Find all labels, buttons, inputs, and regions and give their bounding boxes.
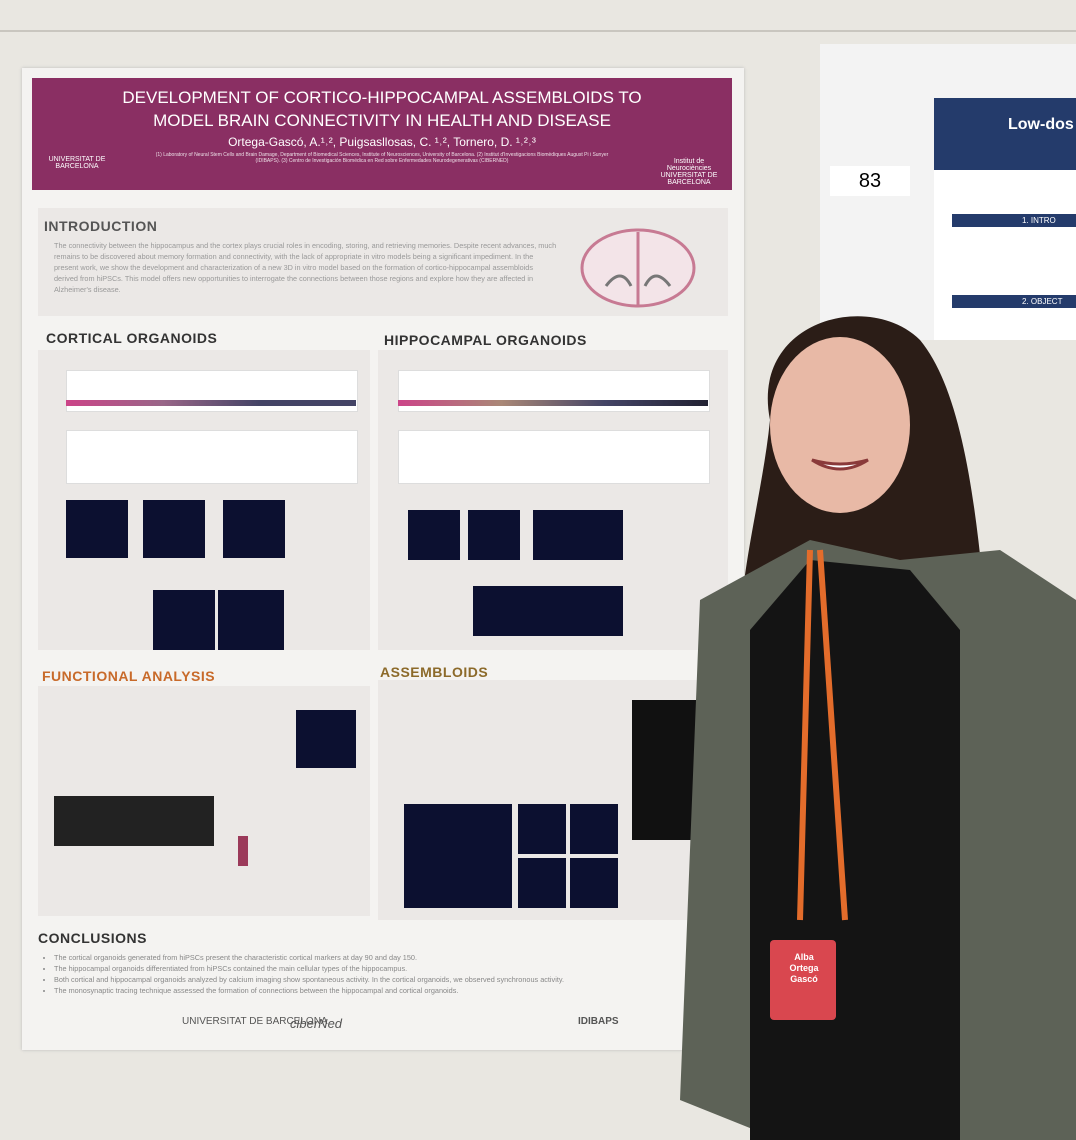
rail bbox=[0, 30, 1076, 32]
micrograph bbox=[223, 500, 285, 558]
micrograph bbox=[570, 858, 618, 908]
brain-icon bbox=[580, 228, 696, 308]
badge-text: Alba Ortega Gascó bbox=[774, 952, 834, 985]
bar-icon bbox=[238, 836, 248, 866]
conclusions-list: The cortical organoids generated from hi… bbox=[38, 952, 728, 996]
neighbor-heading: 1. INTRO bbox=[952, 214, 1076, 227]
footer-logo: ciberNed bbox=[290, 1016, 343, 1031]
neighbor-title: Low-dos bbox=[934, 98, 1076, 170]
micrograph bbox=[533, 510, 623, 560]
footer-logo: UNIVERSITAT DE BARCELONA bbox=[182, 1016, 328, 1027]
section-heading: HIPPOCAMPAL ORGANOIDS bbox=[384, 332, 587, 348]
section-heading: CORTICAL ORGANOIDS bbox=[46, 330, 218, 346]
micrograph bbox=[518, 858, 566, 908]
micrograph bbox=[408, 510, 460, 560]
timeline-bar bbox=[66, 400, 356, 406]
badge-line: Alba bbox=[794, 952, 814, 962]
poster-number: 83 bbox=[830, 166, 910, 196]
neighbor-heading: 2. OBJECT bbox=[952, 295, 1076, 308]
micrograph bbox=[473, 586, 623, 636]
footer-logo: IDIBAPS bbox=[578, 1016, 619, 1027]
introduction: INTRODUCTION The connectivity between th… bbox=[38, 208, 728, 316]
neighbor-poster: Low-dos 1. INTRO 2. OBJECT bbox=[934, 98, 1076, 340]
section-heading: ASSEMBLOIDS bbox=[380, 664, 489, 680]
micrograph bbox=[632, 700, 702, 840]
micrograph bbox=[404, 804, 512, 908]
micrograph bbox=[143, 500, 205, 558]
hippocampal-panel bbox=[378, 350, 728, 650]
neighbor-board: 83 Low-dos 1. INTRO 2. OBJECT bbox=[820, 44, 1076, 340]
micrograph bbox=[66, 500, 128, 558]
day-row bbox=[66, 430, 358, 484]
micrograph bbox=[153, 590, 215, 650]
badge-line: Gascó bbox=[790, 974, 818, 984]
section-heading: FUNCTIONAL ANALYSIS bbox=[42, 668, 216, 684]
badge-line: Ortega bbox=[789, 963, 819, 973]
assembloid-panel bbox=[378, 680, 728, 920]
logo-ub: UNIVERSITAT DE BARCELONA bbox=[48, 156, 106, 170]
timeline-bar bbox=[398, 400, 708, 406]
affiliations: (1) Laboratory of Neural Stem Cells and … bbox=[155, 152, 609, 164]
cortical-panel bbox=[38, 350, 370, 650]
logo-neuro: Institut de Neurociències UNIVERSITAT DE… bbox=[660, 158, 718, 186]
conclusion: The cortical organoids generated from hi… bbox=[54, 952, 728, 963]
functional-panel bbox=[38, 686, 370, 916]
micrograph bbox=[518, 804, 566, 854]
intro-heading: INTRODUCTION bbox=[44, 218, 158, 234]
conclusion: The hippocampal organoids differentiated… bbox=[54, 963, 728, 974]
conclusion: The monosynaptic tracing technique asses… bbox=[54, 985, 728, 996]
conclusions: CONCLUSIONS The cortical organoids gener… bbox=[38, 930, 728, 1024]
conclusion: Both cortical and hippocampal organoids … bbox=[54, 974, 728, 985]
micrograph bbox=[54, 796, 214, 846]
poster-header: DEVELOPMENT OF CORTICO-HIPPOCAMPAL ASSEM… bbox=[32, 78, 732, 190]
micrograph bbox=[468, 510, 520, 560]
intro-text: The connectivity between the hippocampus… bbox=[54, 241, 557, 294]
authors: Ortega-Gascó, A.¹˒², Puigsasllosas, C. ¹… bbox=[228, 135, 536, 149]
micrograph bbox=[296, 710, 356, 768]
badge bbox=[770, 940, 836, 1020]
micrograph bbox=[218, 590, 284, 650]
conclusions-heading: CONCLUSIONS bbox=[38, 930, 147, 946]
micrograph bbox=[570, 804, 618, 854]
day-row bbox=[398, 430, 710, 484]
person bbox=[680, 316, 1076, 1140]
poster-title: DEVELOPMENT OF CORTICO-HIPPOCAMPAL ASSEM… bbox=[122, 88, 642, 130]
poster: DEVELOPMENT OF CORTICO-HIPPOCAMPAL ASSEM… bbox=[22, 68, 744, 1050]
